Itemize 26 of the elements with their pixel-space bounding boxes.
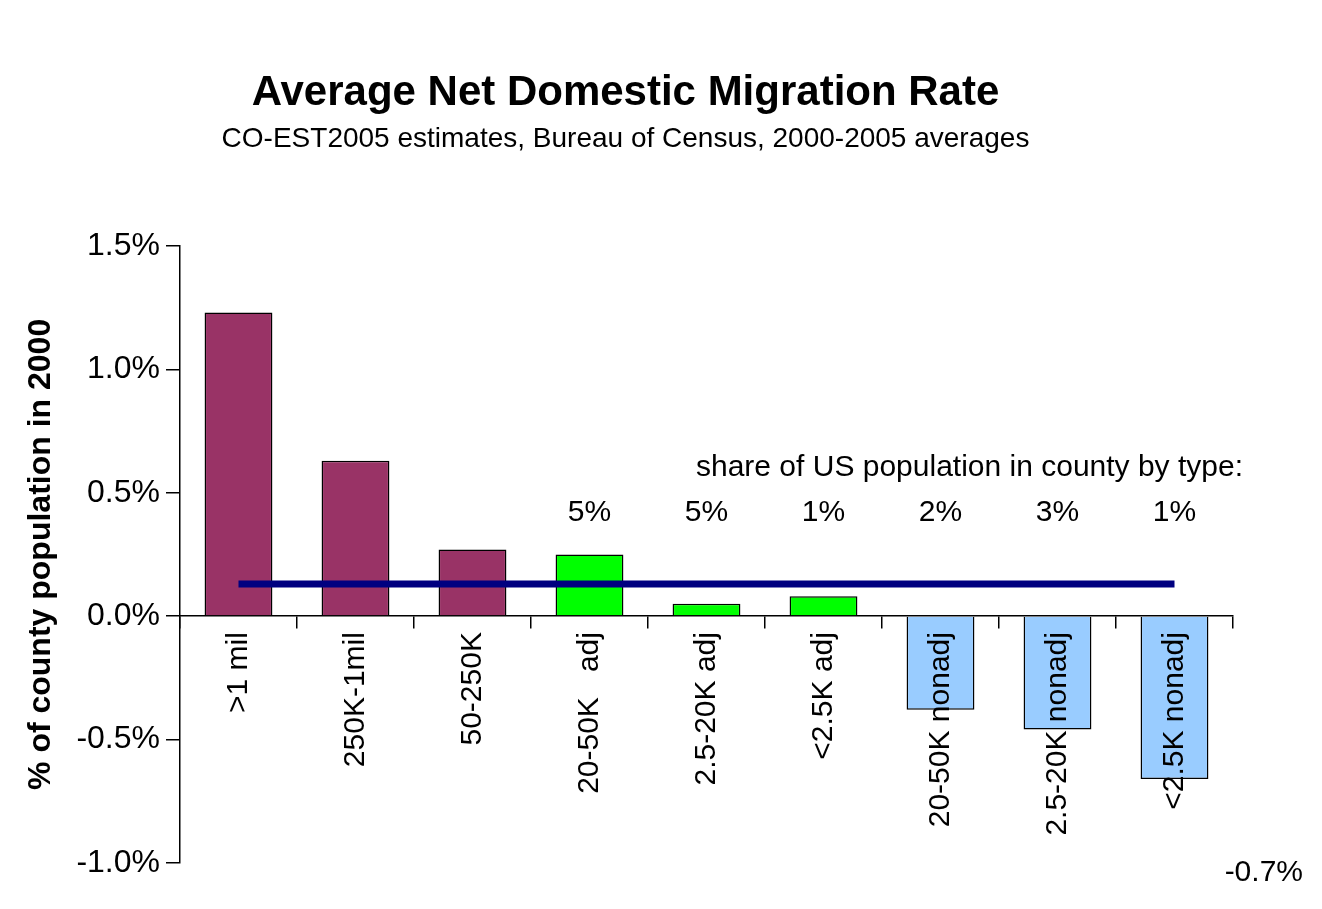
x-tick-label: <2.5K nonadj bbox=[1155, 632, 1189, 810]
annotation: 5% bbox=[567, 493, 612, 527]
x-tick-label: 20-50K adj bbox=[570, 632, 604, 794]
annotation: 1% bbox=[801, 493, 846, 527]
x-tick-label: 50-250K bbox=[453, 632, 487, 746]
x-tick-label: 20-50K nonadj bbox=[921, 632, 955, 828]
y-tick-label: 0.0% bbox=[87, 595, 160, 632]
x-tick-label: 250K-1mil bbox=[336, 632, 370, 768]
y-tick-label: 0.5% bbox=[87, 472, 160, 509]
annotation: 5% bbox=[684, 493, 729, 527]
annotation: share of US population in county by type: bbox=[695, 448, 1243, 482]
x-tick-label: 2.5-20K nonadj bbox=[1038, 632, 1072, 836]
chart-subtitle: CO-EST2005 estimates, Bureau of Census, 2000-2005 averages bbox=[221, 121, 1030, 153]
y-tick-label: -1.0% bbox=[76, 842, 160, 879]
text: -0.7% bbox=[1224, 854, 1303, 888]
y-tick-label: -0.5% bbox=[76, 719, 160, 756]
annotation: 2% bbox=[918, 493, 963, 527]
x-tick-label: <2.5K adj bbox=[804, 632, 838, 760]
x-tick-label: 2.5-20K adj bbox=[687, 632, 721, 786]
chart-title: Average Net Domestic Migration Rate bbox=[251, 66, 1000, 114]
x-tick-label: >1 mil bbox=[219, 632, 253, 713]
annotation: 3% bbox=[1035, 493, 1080, 527]
y-tick-label: 1.5% bbox=[87, 225, 160, 262]
annotation: 1% bbox=[1152, 493, 1197, 527]
y-tick-label: 1.0% bbox=[87, 349, 160, 386]
y-axis-title: % of county population in 2000 bbox=[21, 318, 58, 790]
